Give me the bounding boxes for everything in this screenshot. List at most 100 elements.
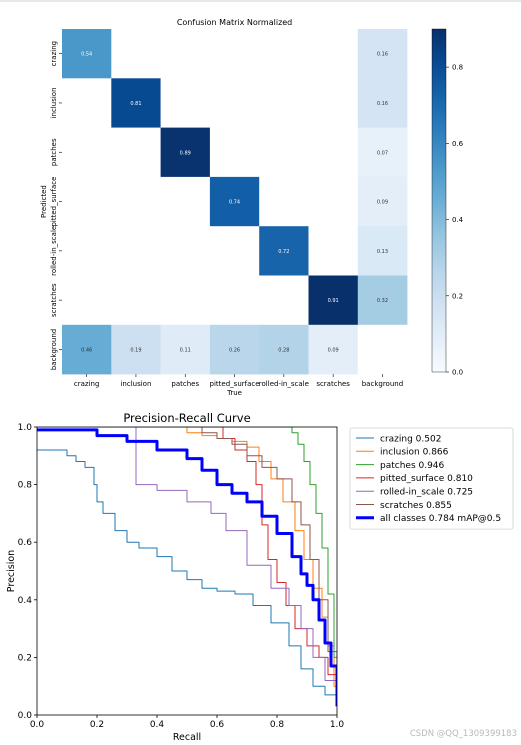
colorbar-tick-label: 0.8 [452,64,463,72]
cm-cell [209,78,260,128]
cm-cell-label: 0.72 [278,249,289,255]
cm-x-tick-label: scratches [316,380,350,388]
cm-cell [209,324,260,375]
cm-cell [62,176,112,227]
cm-cell [209,127,260,178]
colorbar-tick-label: 0.6 [452,140,464,148]
cm-cell [62,275,112,326]
cm-cell [160,78,211,128]
cm-cell [308,324,359,375]
cm-y-tick-label: background [50,329,58,370]
pr-y-tick-label: 0.8 [18,481,33,491]
cm-x-tick-label: background [362,380,403,388]
pr-y-tick-label: 0.6 [18,538,33,548]
cm-xlabel: True [226,389,242,395]
cm-cell [111,78,161,128]
cm-cell [357,127,408,178]
cm-cell [259,275,309,326]
colorbar-tick-label: 0.4 [452,216,464,224]
cm-cell-label: 0.54 [81,52,92,58]
pr-x-tick-label: 1.0 [330,720,345,730]
pr-legend-label: inclusion 0.866 [380,448,449,458]
pr-legend-label: crazing 0.502 [380,434,441,444]
cm-y-tick-label: crazing [50,41,58,67]
watermark: CSDN @QQ_1309399183 [410,729,517,739]
cm-cell [259,176,309,227]
pr-legend-label: scratches 0.855 [380,501,452,511]
confusion-matrix-chart: Confusion Matrix Normalized 0.54 0.16 0.81 0… [40,18,464,395]
pr-legend-box [349,427,514,530]
cm-cell [259,29,309,79]
cm-y-tick-label: rolled-in_scale [50,226,58,276]
colorbar-tick-label: 0.2 [452,292,463,300]
cm-cell-label: 0.16 [377,52,388,58]
cm-cell [308,29,359,79]
pr-series-line [37,427,337,704]
cm-x-tick-label: inclusion [120,380,151,388]
cm-y-tick-label: pitted_surface [50,177,58,227]
cm-cell-label: 0.89 [180,150,191,156]
pr-y-tick-label: 0.4 [18,596,33,606]
cm-cell [62,127,112,178]
pr-series-line [37,427,337,704]
pr-axes-frame [36,426,338,716]
cm-cell-label: 0.32 [377,298,388,304]
cm-cell [111,29,161,79]
pr-x-tick-label: 0.8 [270,720,285,730]
cm-cell [209,275,260,326]
cm-x-tick-label: patches [171,380,199,388]
pr-series-line [37,427,337,701]
cm-cell [111,176,161,227]
cm-cell [259,324,309,375]
cm-cell [259,127,309,178]
pr-xlabel: Recall [173,732,201,743]
pr-title: Precision-Recall Curve [123,411,250,425]
cm-x-tick-label: pitted_surface [210,380,260,388]
cm-cell [62,29,112,79]
cm-cell [160,226,211,276]
cm-cell [357,176,408,227]
pr-legend-label: pitted_surface 0.810 [380,474,473,484]
cm-title: Confusion Matrix Normalized [177,18,292,27]
cm-x-tick-label: crazing [74,380,100,388]
cm-cell-label: 0.16 [377,101,388,107]
cm-y-tick-label: scratches [50,283,58,317]
cm-cell-label: 0.09 [377,200,388,206]
cm-cell [259,226,309,276]
pr-ylabel: Precision [6,550,17,592]
cm-cell [111,226,161,276]
cm-cell-label: 0.46 [81,347,92,353]
cm-cell [62,226,112,276]
pr-series-line [37,427,337,704]
pr-legend-label: rolled-in_scale 0.725 [380,488,473,498]
cm-cell [308,127,359,178]
pr-y-tick-label: 1.0 [18,423,33,433]
top-divider [0,0,521,2]
cm-cell [209,226,260,276]
pr-x-tick-label: 0.0 [30,720,45,730]
cm-cell [111,324,161,375]
cm-ylabel: Predicted [40,185,48,218]
cm-cell-label: 0.74 [229,200,240,206]
cm-cell-label: 0.28 [278,347,289,353]
cm-x-tick-label: rolled-in_scale [259,380,309,388]
cm-cell [357,324,408,375]
pr-series-line [37,428,337,707]
cm-cell [111,275,161,326]
cm-cell-label: 0.13 [377,249,388,255]
cm-cell [209,176,260,227]
colorbar-tick-label: 0.0 [452,369,463,377]
cm-cell [357,226,408,276]
cm-cell [308,176,359,227]
cm-cell-label: 0.26 [229,347,240,353]
cm-y-tick-label: inclusion [50,87,58,118]
colorbar [431,28,447,373]
cm-cell [259,78,309,128]
cm-cell-label: 0.09 [328,347,339,353]
cm-cell [357,29,408,79]
pr-x-tick-label: 0.2 [90,720,104,730]
cm-cell [308,275,359,326]
cm-y-tick-label: patches [50,138,58,166]
cm-cell [62,324,112,375]
